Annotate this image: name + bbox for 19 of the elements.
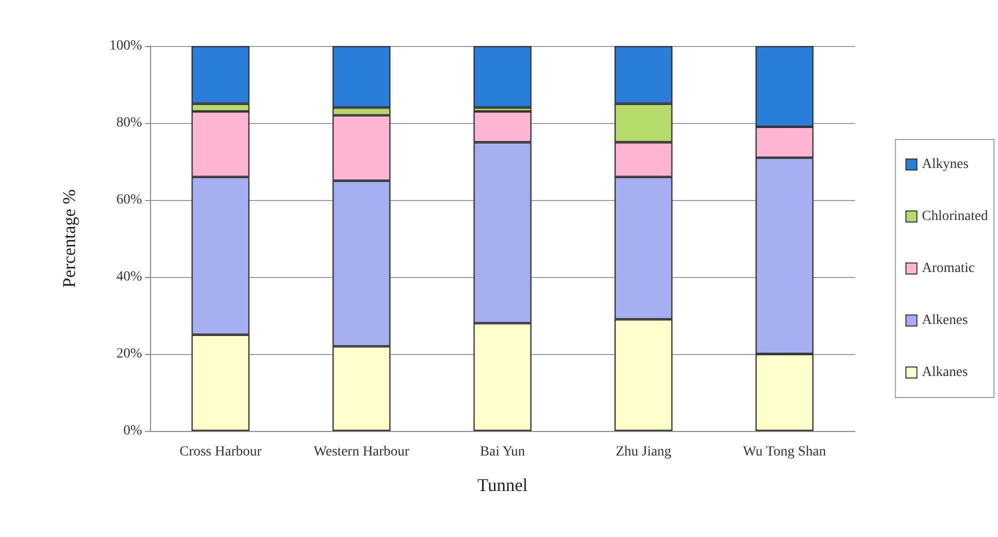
legend-label: Alkanes xyxy=(922,365,968,380)
legend-label: Aromatic xyxy=(922,261,975,276)
y-tick-label: 100% xyxy=(109,38,142,54)
x-tick-label: Bai Yun xyxy=(480,444,525,460)
y-tick-label: 20% xyxy=(116,346,142,362)
x-tick-label: Western Harbour xyxy=(314,444,410,460)
bar xyxy=(474,46,532,108)
x-tick-label: Cross Harbour xyxy=(179,444,262,460)
y-tick-label: 0% xyxy=(123,424,142,438)
y-tick-label: 80% xyxy=(116,116,142,130)
x-axis-title: Tunnel xyxy=(477,475,528,495)
y-axis-title: Percentage % xyxy=(59,189,79,288)
x-tick-label: Zhu Jiang xyxy=(616,444,672,460)
legend-label: Alkenes xyxy=(922,313,968,328)
y-tick-label: 60% xyxy=(116,192,142,208)
legend-label: Alkynes xyxy=(922,157,969,172)
y-tick-label: 40% xyxy=(116,270,142,284)
x-tick-label: Wu Tong Shan xyxy=(743,444,826,460)
legend-label: Chlorinated xyxy=(922,209,988,224)
